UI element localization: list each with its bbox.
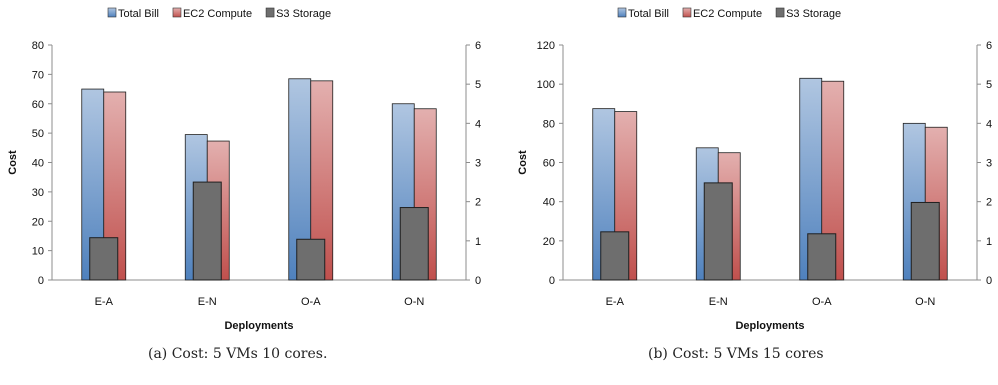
y-tick-label: 40 [32,158,44,170]
bar-s3-storage [703,182,733,281]
y-tick-label: 100 [537,79,555,91]
bar-s3-storage [399,207,429,281]
chart-a: 0 10 20 30 40 50 60 70 80 0 1 2 3 4 5 6 E-A E-N O-A O-N Cost… [7,7,481,332]
y-tick-label: 120 [537,40,555,52]
bar-s3-storage [910,201,940,281]
y2-tick-label: 2 [475,197,481,209]
y-tick-label: 60 [32,99,44,111]
x-tick-label: O-N [404,296,424,308]
bar-s3-storage [600,231,630,281]
y2-tick-label: 3 [986,158,992,170]
caption-a: (a) Cost: 5 VMs 10 cores. [148,346,328,362]
y-tick-label: 0 [38,275,44,287]
y-tick-label: 70 [32,69,44,81]
x-tick-label: E-A [606,296,625,308]
legend-label: S3 Storage [276,8,331,20]
chart-b: 0 20 40 60 80 100 120 0 1 2 3 4 5 6 E-A E-N O-A O-N Cost De… [517,7,992,332]
y-tick-label: 60 [543,158,555,170]
legend-swatch [682,7,692,18]
y2-tick-label: 3 [475,158,481,170]
y2-tick-label: 5 [475,79,481,91]
y2-tick-label: 2 [986,197,992,209]
y2-tick-label: 1 [986,236,992,248]
y2-tick-label: 6 [986,40,992,52]
legend-swatch [265,7,275,18]
bar-s3-storage [296,238,326,281]
y-tick-label: 80 [32,40,44,52]
legend-swatch [617,7,627,18]
legend-swatch [172,7,182,18]
y2-tick-label: 6 [475,40,481,52]
y-tick-label: 30 [32,187,44,199]
y2-tick-label: 4 [986,118,992,130]
legend-label: EC2 Compute [693,8,762,20]
legend-label: EC2 Compute [183,8,252,20]
caption-b: (b) Cost: 5 VMs 15 cores [648,346,824,362]
x-tick-label: O-N [915,296,935,308]
y-axis-title: Cost [7,150,19,175]
x-tick-label: O-A [301,296,321,308]
y-tick-label: 20 [32,216,44,228]
x-tick-label: E-N [198,296,217,308]
legend-label: Total Bill [628,8,669,20]
x-tick-label: O-A [812,296,832,308]
y2-tick-label: 1 [475,236,481,248]
bar-s3-storage [89,237,119,281]
y-tick-label: 80 [543,118,555,130]
x-tick-label: E-A [95,296,114,308]
y-tick-label: 40 [543,197,555,209]
legend-swatch [775,7,785,18]
chart-panel-b: 0 20 40 60 80 100 120 0 1 2 3 4 5 6 E-A E-N O-A O-N Cost De… [500,0,998,385]
y2-tick-label: 4 [475,118,481,130]
x-axis-title: Deployments [224,320,293,332]
y-tick-label: 20 [543,236,555,248]
y-tick-label: 50 [32,128,44,140]
y2-tick-label: 5 [986,79,992,91]
y2-tick-label: 0 [475,275,481,287]
y-axis-title: Cost [517,150,529,175]
bar-s3-storage [192,181,222,281]
legend-swatch [107,7,117,18]
y2-tick-label: 0 [986,275,992,287]
y-tick-label: 0 [549,275,555,287]
legend-label: Total Bill [118,8,159,20]
bar-s3-storage [807,233,837,281]
chart-panel-a: 0 10 20 30 40 50 60 70 80 0 1 2 3 4 5 6 E-A E-N O-A O-N Cost… [7,7,481,362]
x-axis-title: Deployments [735,320,804,332]
y-tick-label: 10 [32,246,44,258]
legend-label: S3 Storage [786,8,841,20]
x-tick-label: E-N [709,296,728,308]
